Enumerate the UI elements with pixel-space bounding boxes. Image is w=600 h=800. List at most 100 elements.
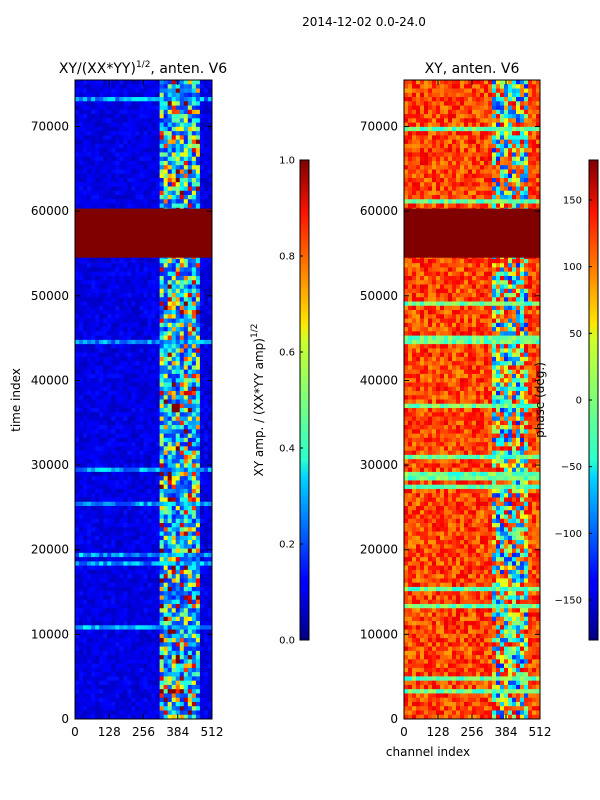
heatmap-cell [199,318,205,324]
heatmap-cell [159,510,165,515]
heatmap-cell [159,616,165,622]
heatmap-cell [119,258,124,264]
heatmap-cell [99,463,104,469]
heatmap-cell [159,544,165,549]
heatmap-cell [147,280,152,285]
heatmap-cell [159,463,165,469]
heatmap-cell [147,540,152,545]
heatmap-cell [175,131,181,136]
heatmap-cell [119,122,124,128]
heatmap-cell [99,373,104,379]
heatmap-cell [107,382,112,388]
heatmap-cell [75,318,80,324]
heatmap-cell [79,548,84,554]
heatmap-cell [119,344,124,349]
heatmap-cell [115,506,120,511]
heatmap-cell [187,442,193,447]
heatmap-cell [111,650,116,656]
heatmap-cell [151,395,156,400]
heatmap-cell [83,122,88,128]
heatmap-cell [87,152,92,158]
heatmap-cell [151,378,156,383]
heatmap-cell [103,429,108,434]
heatmap-cell [111,352,116,358]
heatmap-cell [87,518,92,524]
heatmap-cell [123,310,128,315]
heatmap-cell [203,152,209,158]
heatmap-cell [183,318,189,324]
heatmap-cell [139,463,144,469]
heatmap-cell [163,114,169,119]
heatmap-cell [195,497,201,503]
heatmap-cell [95,655,100,660]
heatmap-cell [111,548,116,554]
heatmap-cell [83,476,88,481]
heatmap-cell [203,437,209,443]
heatmap-cell [131,369,136,375]
heatmap-cell [123,382,128,388]
heatmap-cell [83,365,88,371]
heatmap-cell [171,263,177,268]
heatmap-cell [143,676,148,682]
heatmap-cell [163,625,169,630]
heatmap-cell [127,126,132,132]
heatmap-cell [131,92,136,98]
heatmap-cell [139,676,144,682]
heatmap-cell [207,650,213,656]
heatmap-cell [115,569,120,575]
heatmap-cell [187,480,193,486]
heatmap-cell [123,548,128,554]
heatmap-cell [87,186,92,192]
heatmap-cell [183,425,189,430]
heatmap-cell [207,356,213,362]
heatmap-cell [135,629,140,635]
heatmap-cell [159,701,165,707]
heatmap-cell [199,454,205,460]
heatmap-cell [111,135,116,141]
heatmap-cell [123,258,128,264]
heatmap-cell [187,425,193,430]
heatmap-cell [103,437,108,443]
heatmap-cell [115,284,120,290]
heatmap-cell [139,109,144,115]
heatmap-cell [207,122,213,128]
heatmap-cell [143,105,148,111]
heatmap-cell [95,143,100,149]
heatmap-cell [95,135,100,141]
heatmap-cell [179,446,185,452]
heatmap-cell [79,88,84,94]
heatmap-cell [179,578,185,584]
heatmap-cell [95,382,100,388]
heatmap-cell [155,689,161,694]
heatmap-cell [175,701,181,707]
heatmap-cell [199,169,205,175]
heatmap-cell [127,416,132,422]
heatmap-cell [167,318,173,324]
heatmap-cell [127,603,132,609]
heatmap-cell [127,373,132,379]
heatmap-cell [111,105,116,111]
heatmap-cell [199,603,205,609]
heatmap-cell [123,275,128,281]
heatmap-cell [119,595,124,601]
heatmap-cell [111,429,116,434]
heatmap-cell [159,493,165,498]
heatmap-cell [75,160,80,166]
heatmap-cell [103,689,108,694]
heatmap-cell [75,493,80,498]
heatmap-cell [119,263,124,268]
heatmap-cell [207,203,213,209]
heatmap-cell [151,650,156,656]
heatmap-cell [163,148,169,153]
heatmap-cell [123,569,128,575]
heatmap-cell [147,450,152,456]
heatmap-cell [103,578,108,584]
heatmap-cell [191,603,197,609]
heatmap-cell [79,621,84,626]
heatmap-cell [131,437,136,443]
heatmap-cell [199,365,205,371]
heatmap-cell [151,135,156,141]
heatmap-cell [119,523,124,528]
heatmap-cell [199,143,205,149]
heatmap-cell [131,523,136,528]
